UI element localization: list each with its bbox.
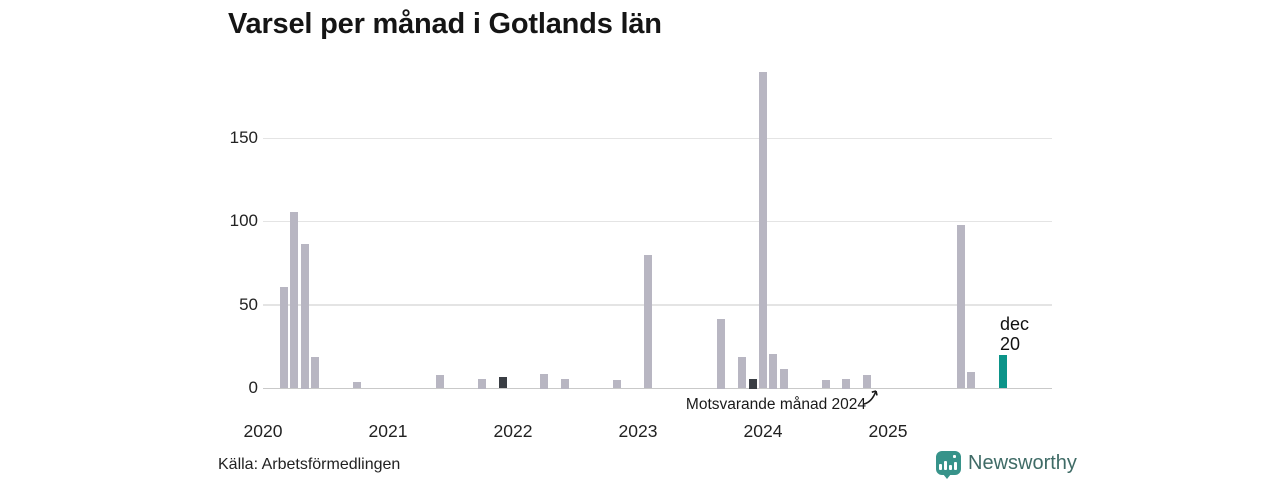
newsworthy-logo[interactable]: Newsworthy — [936, 451, 1077, 479]
y-axis-tick-label: 0 — [248, 378, 258, 397]
bar-feb-2023 — [644, 255, 653, 389]
bar-jun-2020 — [311, 356, 320, 389]
bar-apr-2020 — [290, 211, 299, 389]
x-axis-tick-label: 2022 — [493, 421, 533, 441]
bar-apr-2022 — [540, 373, 549, 389]
bar-feb-2024 — [769, 353, 778, 389]
x-axis-tick-label: 2024 — [743, 421, 783, 441]
bar-okt-2021 — [477, 378, 486, 389]
highlight-bar-label: dec 20 — [1000, 314, 1029, 354]
x-axis-tick-label: 2023 — [618, 421, 658, 441]
gridline — [263, 304, 1052, 306]
bar-nov-2023 — [738, 356, 747, 389]
bar-nov-2022 — [613, 380, 622, 389]
bar-jun-2022 — [561, 378, 570, 389]
bar-sep-2024 — [842, 378, 851, 389]
gridline — [263, 137, 1052, 139]
y-axis-tick-label: 150 — [229, 128, 258, 147]
bar-dec-2021 — [498, 376, 507, 389]
curved-arrow-icon — [863, 390, 878, 405]
bar-mar-2020 — [279, 286, 288, 389]
newsworthy-wordmark: Newsworthy — [968, 451, 1077, 474]
x-axis-line — [263, 387, 1052, 389]
bar-dec-2023 — [748, 378, 757, 389]
bar-jul-2024 — [821, 380, 830, 389]
y-axis-tick-label: 50 — [239, 294, 258, 314]
bar-mar-2024 — [779, 368, 788, 389]
annotation-corresponding-month: Motsvarande månad 2024 — [685, 396, 866, 413]
bar-sep-2023 — [717, 318, 726, 389]
bar-jun-2021 — [436, 375, 445, 389]
bar-nov-2024 — [863, 375, 872, 389]
bar-maj-2020 — [300, 243, 309, 389]
page-title: Varsel per månad i Gotlands län — [228, 8, 662, 40]
y-axis-tick-label: 100 — [229, 211, 258, 231]
source-caption: Källa: Arbetsförmedlingen — [218, 456, 401, 473]
x-axis-tick-label: 2025 — [868, 421, 908, 441]
newsworthy-chart-bubble-icon — [936, 451, 961, 479]
x-axis-tick-label: 2020 — [243, 421, 283, 441]
bar-jan-2024 — [759, 71, 767, 389]
bar-dec-2025 — [998, 355, 1007, 389]
bar-okt-2020 — [352, 381, 361, 389]
bar-sep-2025 — [967, 371, 976, 389]
gridline — [263, 220, 1052, 223]
x-axis-tick-label: 2021 — [368, 421, 408, 441]
highlight-bar-label-month: dec — [1000, 314, 1030, 334]
highlight-bar-label-value: 20 — [1000, 334, 1021, 354]
bar-aug-2025 — [956, 225, 965, 389]
